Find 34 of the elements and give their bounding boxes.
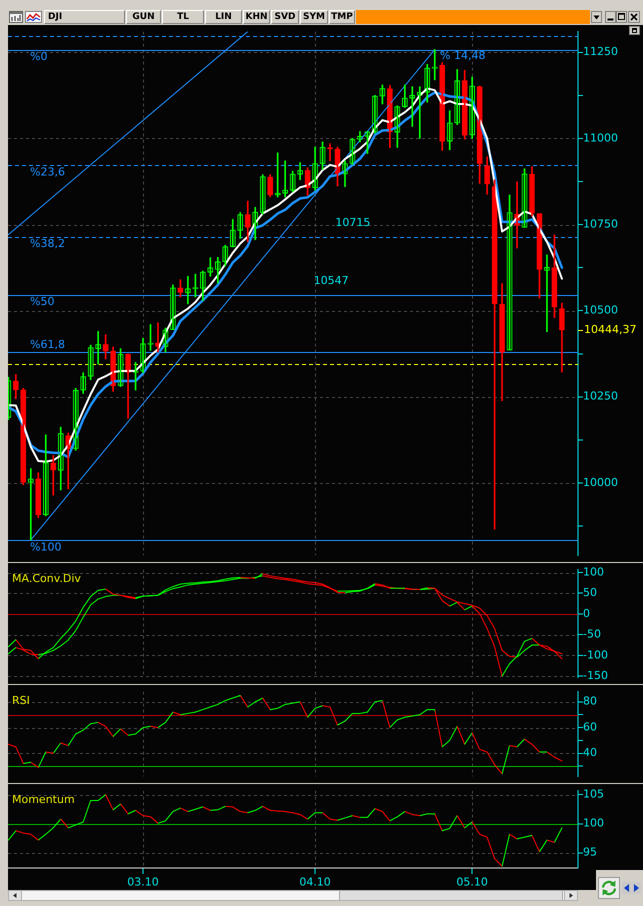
y-tick-label: 100 [583,816,604,830]
chart-title: Momentum [12,792,75,806]
x-tick-label: 05.10 [456,875,488,888]
y-tick-label: 60 [583,720,597,734]
y-tick-label: -50 [583,628,601,641]
annotation: 10715 [335,216,370,229]
annotation: %61,8 [30,338,65,351]
annotation: %0 [30,50,48,63]
y-tick-label: 50 [583,586,597,600]
annotation: %50 [30,294,54,308]
y-tick-label: 100 [583,565,604,578]
chart-title: RSI [12,694,30,707]
x-tick-label: 04.10 [299,875,331,888]
x-tick-label: 03.10 [127,875,159,888]
annotation: %100 [30,540,62,554]
y-tick-label: 10500 [583,304,618,317]
y-tick-label: -150 [583,669,608,682]
y-tick-label: 0 [583,606,590,620]
text: 10444,37 [584,322,636,336]
annotation: %23,6 [30,166,65,179]
y-tick-label: 10000 [583,476,618,489]
annotation: % 14,48 [440,48,486,62]
y-tick-label: 11250 [583,45,618,58]
y-tick-label: 11000 [583,131,618,144]
y-tick-label: -100 [583,648,608,662]
y-tick-label: 10750 [583,217,618,230]
annotation: 10547 [314,274,349,287]
y-tick-label: 80 [583,694,597,708]
y-tick-label: 40 [583,746,597,760]
annotation: %38,2 [30,237,65,250]
y-tick-label: 95 [583,846,597,859]
chart-title: MA.Conv.Div [12,572,82,585]
y-tick-label: 105 [583,788,604,801]
y-tick-label: 10250 [583,390,618,403]
